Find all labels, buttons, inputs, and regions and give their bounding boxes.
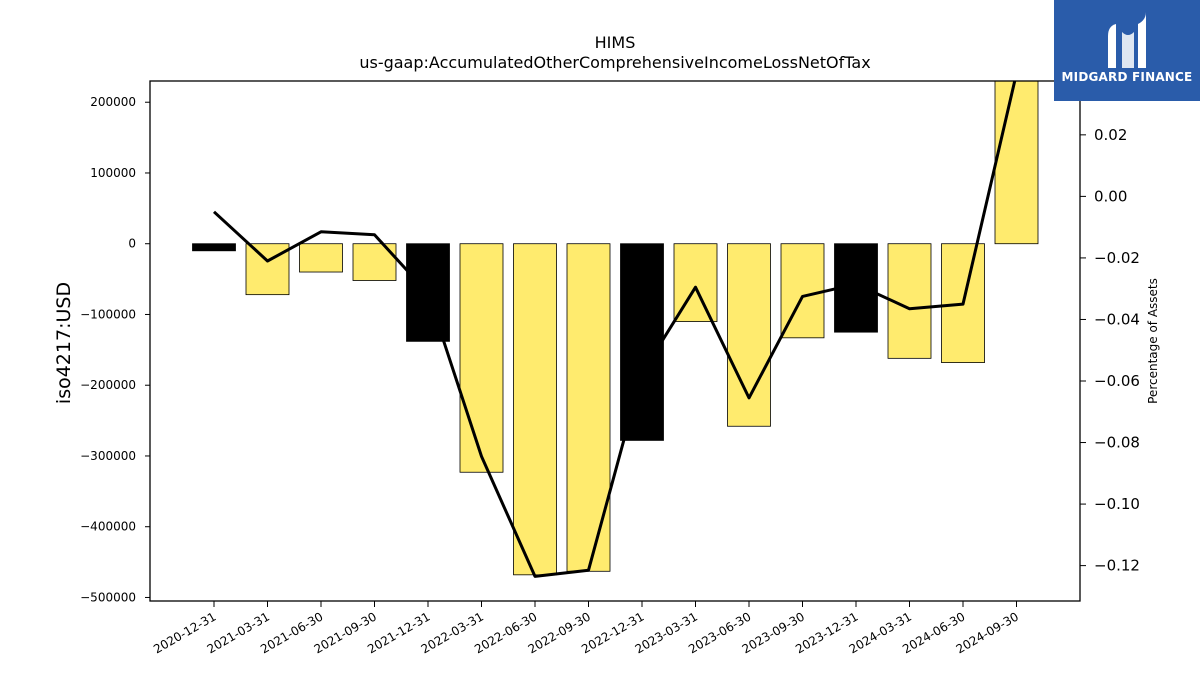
left-tick-label: −400000 [80,520,136,534]
left-tick-label: −300000 [80,449,136,463]
x-axis-ticks: 2020-12-312021-03-312021-06-302021-09-30… [151,601,1021,656]
plot-frame [149,80,1081,602]
percentage-of-assets-line [212,81,1017,578]
left-tick-label: 200000 [90,95,136,109]
right-axis-ticks: 0.02 0.00 −0.02 −0.04 −0.06 −0.08 −0.10 −0.12 [1080,126,1140,575]
right-tick-label: −0.04 [1094,310,1140,328]
left-tick-label: 0 [128,237,136,251]
right-tick-label: −0.08 [1094,434,1140,452]
bar-2022-09-30 [566,243,611,572]
chart-title: HIMS [595,33,636,52]
bar-2022-12-31 [620,243,664,441]
left-tick-label: 100000 [90,166,136,180]
right-tick-label: 0.02 [1094,126,1127,144]
left-tick-label: −500000 [80,590,136,604]
bar-2022-03-31 [459,243,504,473]
right-axis-label: Percentage of Assets [1146,278,1160,404]
right-tick-label: −0.10 [1094,495,1140,513]
line-layer [212,81,1017,578]
bar-2021-06-30 [299,243,343,273]
right-tick-label: −0.12 [1094,557,1140,575]
left-tick-label: −100000 [80,307,136,321]
right-tick-label: −0.06 [1094,372,1140,390]
right-tick-label: −0.02 [1094,249,1140,267]
midgard-logo-icon [1108,12,1146,68]
left-tick-label: −200000 [80,378,136,392]
bars-layer [192,80,1039,576]
brand-logo: MIDGARD FINANCE [1054,0,1200,101]
brand-logo-text: MIDGARD FINANCE [1061,70,1193,84]
chart-subtitle: us-gaap:AccumulatedOtherComprehensiveInc… [359,53,870,72]
bar-2022-06-30 [513,243,557,576]
bar-2020-12-31 [192,243,236,252]
right-tick-label: 0.00 [1094,187,1127,205]
bar-2024-09-30 [994,80,1039,245]
left-axis-ticks: 200000 100000 0 −100000 −200000 −300000 −40000… [80,95,150,604]
y-axis-label: iso4217:USD [53,282,75,404]
